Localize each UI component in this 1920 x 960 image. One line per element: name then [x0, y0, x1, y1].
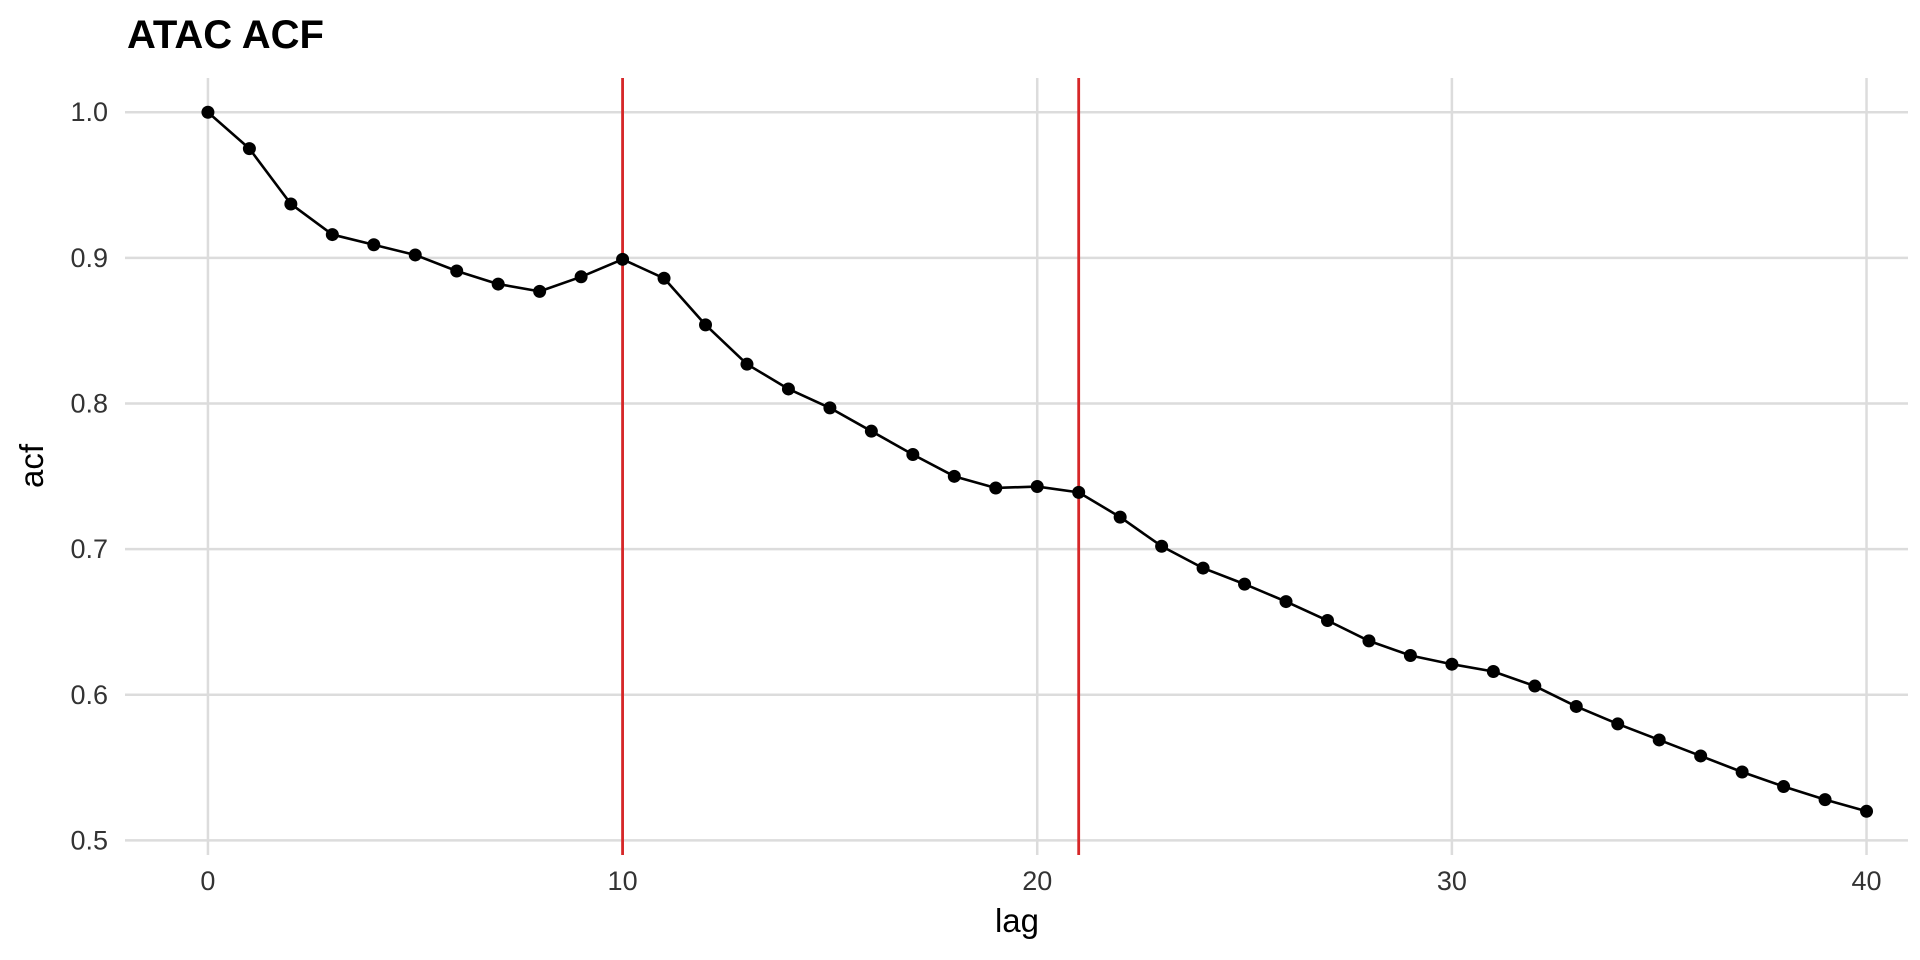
data-point [1860, 804, 1874, 818]
data-point [1611, 717, 1625, 731]
gridlines [125, 78, 1908, 855]
data-point [1155, 539, 1169, 553]
y-tick-label: 0.6 [70, 680, 108, 710]
series-layer [201, 105, 1874, 818]
data-point [781, 382, 795, 396]
tick-labels: 0 10 20 30 40 0.5 0.6 0.7 0.8 0.9 1.0 [70, 97, 1881, 896]
data-point [325, 228, 339, 242]
y-tick-label: 0.5 [70, 825, 108, 855]
data-point [1238, 577, 1252, 591]
data-point [1403, 648, 1417, 662]
data-point [242, 142, 256, 156]
data-point [408, 248, 422, 262]
data-point [1320, 614, 1334, 628]
data-point [367, 238, 381, 252]
data-point [1735, 765, 1749, 779]
data-point [574, 270, 588, 284]
data-point [1528, 679, 1542, 693]
data-point [1362, 634, 1376, 648]
y-tick-label: 0.9 [70, 243, 108, 273]
y-tick-label: 0.8 [70, 389, 108, 419]
data-point [1777, 780, 1791, 794]
data-point [201, 105, 215, 119]
data-point [616, 252, 630, 266]
data-point [823, 401, 837, 415]
data-point [947, 469, 961, 483]
y-tick-label: 0.7 [70, 534, 108, 564]
data-point [1030, 480, 1044, 494]
data-point [1486, 664, 1500, 678]
y-tick-label: 1.0 [70, 97, 108, 127]
data-point [1818, 793, 1832, 807]
x-tick-label: 20 [1022, 866, 1052, 896]
x-axis-label: lag [995, 902, 1039, 939]
data-point [906, 447, 920, 461]
data-point [1196, 561, 1210, 575]
x-tick-label: 30 [1437, 866, 1467, 896]
x-tick-label: 0 [200, 866, 215, 896]
data-point [1072, 485, 1086, 499]
data-point [740, 357, 754, 371]
reference-lines [621, 78, 1081, 855]
data-point [1279, 595, 1293, 609]
data-point [533, 284, 547, 298]
data-point [864, 424, 878, 438]
data-point [1652, 733, 1666, 747]
chart-title: ATAC ACF [127, 13, 324, 57]
data-point [1113, 510, 1127, 524]
data-point [284, 197, 298, 211]
x-tick-label: 10 [608, 866, 638, 896]
x-tick-label: 40 [1852, 866, 1882, 896]
y-axis-label: acf [13, 443, 50, 488]
data-point [491, 277, 505, 291]
data-point [657, 271, 671, 285]
data-point [989, 481, 1003, 495]
data-point [450, 264, 464, 278]
data-point [1569, 699, 1583, 713]
data-point [1694, 749, 1708, 763]
data-point [1445, 657, 1459, 671]
data-point [699, 318, 713, 332]
